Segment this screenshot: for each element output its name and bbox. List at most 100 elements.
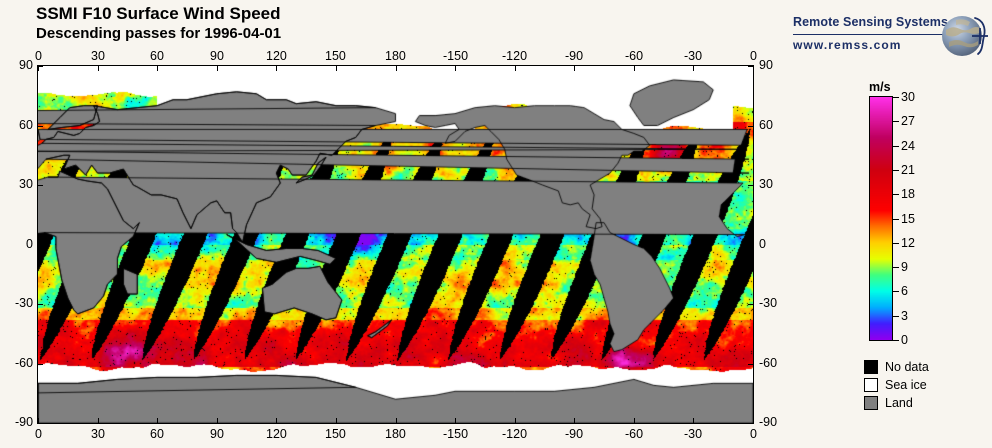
colorbar-gradient: [870, 97, 892, 340]
y-axis-tick-right: [748, 66, 753, 67]
y-axis-tick-left: [38, 66, 43, 67]
x-axis-tick-bottom: [336, 418, 337, 423]
x-axis-tick-bottom: [515, 418, 516, 423]
x-axis-tick-bottom: [753, 418, 754, 423]
x-axis-tick-top: [98, 66, 99, 71]
y-axis-tick-right: [748, 304, 753, 305]
page-title: SSMI F10 Surface Wind Speed: [36, 4, 281, 23]
x-axis-label-top: 180: [385, 49, 406, 63]
x-axis-tick-bottom: [276, 418, 277, 423]
y-axis-label-left: 90: [19, 58, 33, 72]
page-subtitle: Descending passes for 1996-04-01: [36, 25, 282, 42]
colorbar-tick-label: 9: [901, 260, 908, 274]
colorbar-tick: [893, 267, 899, 268]
legend-label: Land: [885, 396, 913, 410]
x-axis-label-bottom: -60: [625, 427, 644, 441]
x-axis-label-bottom: -150: [443, 427, 469, 441]
x-axis-tick-bottom: [455, 418, 456, 423]
x-axis-label-top: -30: [684, 49, 703, 63]
legend-swatch: [864, 396, 878, 410]
x-axis-label-top: -150: [443, 49, 469, 63]
y-axis-tick-left: [38, 423, 43, 424]
legend-label: Sea ice: [885, 378, 927, 392]
globe-icon: [942, 16, 988, 56]
x-axis-tick-bottom: [98, 418, 99, 423]
y-axis-tick-left: [38, 364, 43, 365]
colorbar-tick-label: 27: [901, 114, 915, 128]
x-axis-tick-top: [634, 66, 635, 71]
y-axis-tick-left: [38, 185, 43, 186]
colorbar-tick-label: 21: [901, 163, 915, 177]
y-axis-tick-left: [38, 245, 43, 246]
y-axis-label-right: 30: [759, 177, 773, 191]
x-axis-label-top: 150: [325, 49, 346, 63]
x-axis-tick-top: [515, 66, 516, 71]
legend-label: No data: [885, 360, 929, 374]
x-axis-label-bottom: 30: [91, 427, 105, 441]
colorbar-tick-label: 0: [901, 333, 908, 347]
x-axis-tick-bottom: [634, 418, 635, 423]
y-axis-label-right: 60: [759, 118, 773, 132]
y-axis-label-right: 0: [759, 237, 766, 251]
x-axis-tick-top: [693, 66, 694, 71]
y-axis-label-right: -30: [759, 296, 778, 310]
map-raster: [38, 66, 753, 423]
x-axis-label-top: 0: [750, 49, 757, 63]
colorbar-tick-label: 15: [901, 212, 915, 226]
x-axis-tick-top: [38, 66, 39, 71]
x-axis-label-bottom: -120: [502, 427, 528, 441]
colorbar-tick: [893, 121, 899, 122]
colorbar-tick-label: 6: [901, 284, 908, 298]
y-axis-label-left: 0: [26, 237, 33, 251]
y-axis-tick-right: [748, 364, 753, 365]
x-axis-label-top: 60: [150, 49, 164, 63]
x-axis-label-top: 90: [210, 49, 224, 63]
y-axis-tick-left: [38, 304, 43, 305]
x-axis-tick-top: [157, 66, 158, 71]
x-axis-tick-bottom: [38, 418, 39, 423]
y-axis-label-left: 60: [19, 118, 33, 132]
y-axis-label-right: -60: [759, 356, 778, 370]
brand-logo[interactable]: Remote Sensing Systems www.remss.com: [793, 10, 988, 62]
colorbar-tick: [893, 340, 899, 341]
colorbar-tick: [893, 97, 899, 98]
x-axis-label-bottom: 120: [266, 427, 287, 441]
x-axis-label-top: 0: [35, 49, 42, 63]
map-legend: No data Sea ice Land: [864, 358, 929, 412]
x-axis-label-bottom: -30: [684, 427, 703, 441]
x-axis-tick-top: [455, 66, 456, 71]
x-axis-tick-top: [753, 66, 754, 71]
legend-swatch: [864, 360, 878, 374]
colorbar-tick-label: 24: [901, 139, 915, 153]
x-axis-tick-bottom: [396, 418, 397, 423]
colorbar-tick-label: 18: [901, 187, 915, 201]
x-axis-label-top: 120: [266, 49, 287, 63]
x-axis-tick-top: [574, 66, 575, 71]
colorbar-tick: [893, 194, 899, 195]
wind-speed-map: [38, 66, 753, 423]
x-axis-label-top: -120: [502, 49, 528, 63]
colorbar-units: m/s: [869, 80, 891, 94]
x-axis-tick-top: [276, 66, 277, 71]
colorbar-tick: [893, 243, 899, 244]
colorbar-tick: [893, 146, 899, 147]
brand-name: Remote Sensing Systems: [793, 15, 949, 29]
y-axis-label-left: -30: [15, 296, 34, 310]
x-axis-tick-top: [336, 66, 337, 71]
colorbar-tick-label: 3: [901, 309, 908, 323]
y-axis-label-right: -90: [759, 415, 778, 429]
x-axis-label-bottom: 60: [150, 427, 164, 441]
colorbar-tick-label: 12: [901, 236, 915, 250]
y-axis-tick-left: [38, 126, 43, 127]
x-axis-label-bottom: 150: [325, 427, 346, 441]
legend-item: Land: [864, 394, 929, 412]
x-axis-tick-bottom: [693, 418, 694, 423]
x-axis-label-bottom: -90: [565, 427, 584, 441]
colorbar-tick: [893, 316, 899, 317]
y-axis-label-left: 30: [19, 177, 33, 191]
y-axis-label-right: 90: [759, 58, 773, 72]
x-axis-label-bottom: 90: [210, 427, 224, 441]
x-axis-label-top: 30: [91, 49, 105, 63]
x-axis-label-bottom: 0: [750, 427, 757, 441]
y-axis-tick-right: [748, 126, 753, 127]
